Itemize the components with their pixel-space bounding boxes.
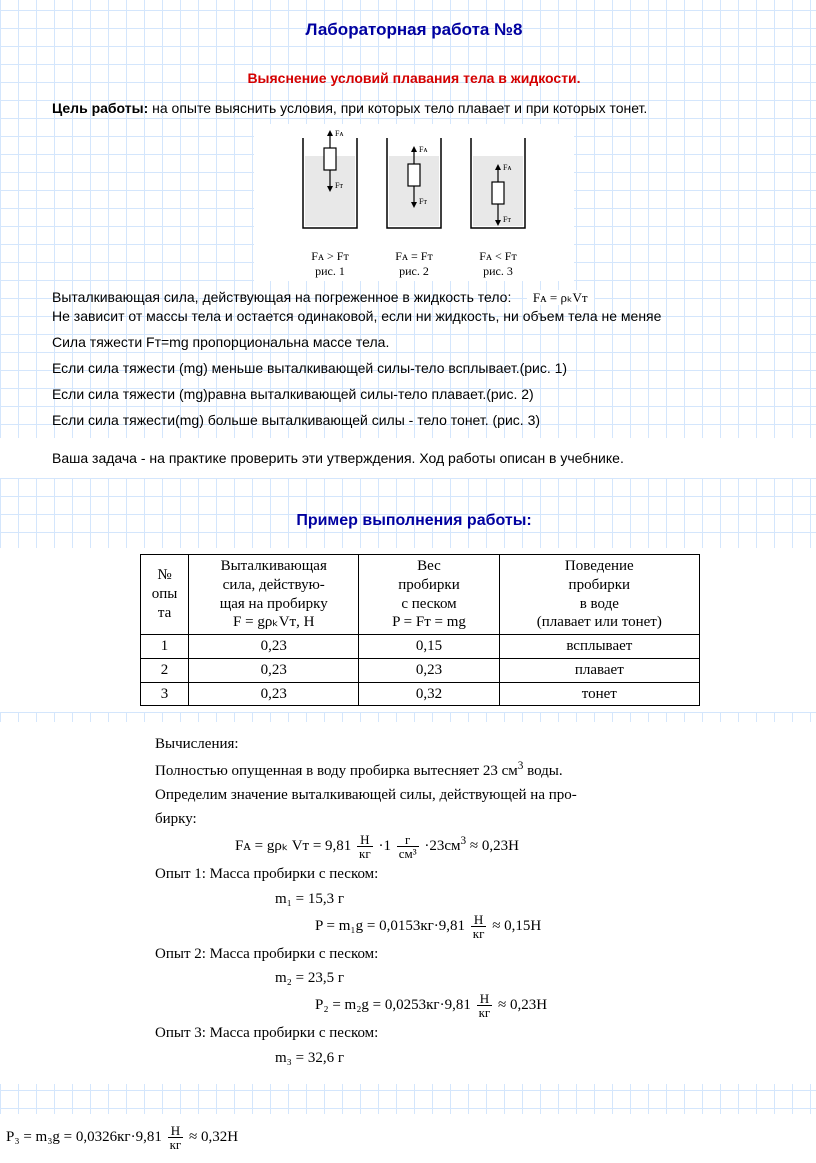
vessel-figure: Fᴀ Fᴛ (463, 130, 533, 240)
calc-fa-formula: Fᴀ = gρₖ Vᴛ = 9,81 Hкг ·1 гсм³ ·23см3 ≈ … (155, 833, 786, 860)
table-cell: 0,23 (189, 658, 359, 682)
calc-heading: Вычисления: (155, 734, 786, 754)
table-cell: тонет (499, 682, 699, 706)
calc-p2: P₂ = m₂g = 0,0253кг·9,81 Hкг ≈ 0,23H (155, 992, 786, 1019)
svg-text:Fᴀ: Fᴀ (503, 163, 512, 172)
goal-text: на опыте выяснить условия, при которых т… (148, 100, 647, 116)
table-cell: 2 (141, 658, 189, 682)
figures-row: Fᴀ Fᴛ Fᴀ > Fᴛрис. 1 Fᴀ Fᴛ Fᴀ = Fᴛрис. 2 … (254, 124, 574, 281)
calc-exp2-label: Опыт 2: Масса пробирки с песком: (155, 944, 786, 964)
vessel-figure: Fᴀ Fᴛ (379, 130, 449, 240)
gravity-line: Сила тяжести Fт=mg пропорциональна массе… (52, 334, 776, 350)
task-line: Ваша задача - на практике проверить эти … (52, 450, 776, 466)
goal-line: Цель работы: на опыте выяснить условия, … (52, 100, 776, 116)
svg-text:Fᴀ: Fᴀ (335, 130, 344, 138)
th-force: Выталкивающаясила, действую-щая на проби… (189, 555, 359, 635)
lab-subtitle: Выяснение условий плавания тела в жидкос… (52, 70, 776, 86)
th-num: №опыта (141, 555, 189, 635)
calc-line-determine: Определим значение выталкивающей силы, д… (155, 785, 786, 805)
svg-text:Fᴛ: Fᴛ (335, 181, 343, 190)
lab-title: Лабораторная работа №8 (52, 20, 776, 40)
task-line-band: Ваша задача - на практике проверить эти … (0, 438, 816, 478)
vessel-figure: Fᴀ Fᴛ (295, 130, 365, 240)
calc-line-displacement: Полностью опущенная в воду пробирка выте… (155, 759, 786, 781)
table-row: 20,230,23плавает (141, 658, 700, 682)
svg-text:Fᴛ: Fᴛ (419, 197, 427, 206)
figure-caption: рис. 2 (379, 264, 449, 279)
buoyancy-line2: Не зависит от массы тела и остается один… (52, 308, 776, 324)
table-row: 10,230,15всплывает (141, 635, 700, 659)
table-cell: 1 (141, 635, 189, 659)
svg-text:Fᴛ: Fᴛ (503, 215, 511, 224)
table-cell: всплывает (499, 635, 699, 659)
buoyancy-intro: Выталкивающая сила, действующая на погре… (52, 289, 776, 306)
figure-relation: Fᴀ > Fᴛ (295, 249, 365, 264)
calc-m2: m₂ = 23,5 г (155, 968, 786, 988)
results-table: №опыта Выталкивающаясила, действую-щая н… (140, 554, 700, 706)
case-1: Если сила тяжести (mg) меньше выталкиваю… (52, 360, 776, 376)
example-heading: Пример выполнения работы: (52, 512, 776, 530)
figure: Fᴀ Fᴛ Fᴀ < Fᴛрис. 3 (463, 130, 533, 279)
figure-relation: Fᴀ = Fᴛ (379, 249, 449, 264)
figure-relation: Fᴀ < Fᴛ (463, 249, 533, 264)
table-header-row: №опыта Выталкивающаясила, действую-щая н… (141, 555, 700, 635)
buoyancy-formula: Fᴀ = ρₖVᴛ (527, 290, 594, 305)
figure: Fᴀ Fᴛ Fᴀ > Fᴛрис. 1 (295, 130, 365, 279)
table-cell: 0,23 (189, 635, 359, 659)
calc-m3: m₃ = 32,6 г (155, 1048, 786, 1068)
case-3: Если сила тяжести(mg) больше выталкивающ… (52, 412, 776, 428)
table-cell: 0,32 (359, 682, 499, 706)
calc-line-tube: бирку: (155, 809, 786, 829)
calc-exp3-label: Опыт 3: Масса пробирки с песком: (155, 1023, 786, 1043)
calc-m1: m₁ = 15,3 г (155, 889, 786, 909)
table-cell: 0,23 (359, 658, 499, 682)
calc-p1: P = m₁g = 0,0153кг·9,81 Hкг ≈ 0,15H (155, 913, 786, 940)
calculations-block: Вычисления: Полностью опущенная в воду п… (0, 722, 816, 1084)
goal-label: Цель работы: (52, 100, 148, 116)
table-row: 30,230,32тонет (141, 682, 700, 706)
table-cell: 0,23 (189, 682, 359, 706)
case-2: Если сила тяжести (mg)равна выталкивающе… (52, 386, 776, 402)
document-body: Лабораторная работа №8 Выяснение условий… (0, 0, 816, 1114)
table-cell: 3 (141, 682, 189, 706)
figure-caption: рис. 3 (463, 264, 533, 279)
calc-exp1-label: Опыт 1: Масса пробирки с песком: (155, 864, 786, 884)
table-cell: плавает (499, 658, 699, 682)
table-cell: 0,15 (359, 635, 499, 659)
svg-text:Fᴀ: Fᴀ (419, 145, 428, 154)
th-weight: Веспробиркис пескомP = Fᴛ = mg (359, 555, 499, 635)
figure-caption: рис. 1 (295, 264, 365, 279)
table-wrap: №опыта Выталкивающаясила, действую-щая н… (0, 548, 816, 712)
th-behavior: Поведениепробиркив воде(плавает или тоне… (499, 555, 699, 635)
calc-p3-bottom: P₃ = m₃g = 0,0326кг·9,81 Hкг ≈ 0,32H (0, 1114, 816, 1163)
figure: Fᴀ Fᴛ Fᴀ = Fᴛрис. 2 (379, 130, 449, 279)
